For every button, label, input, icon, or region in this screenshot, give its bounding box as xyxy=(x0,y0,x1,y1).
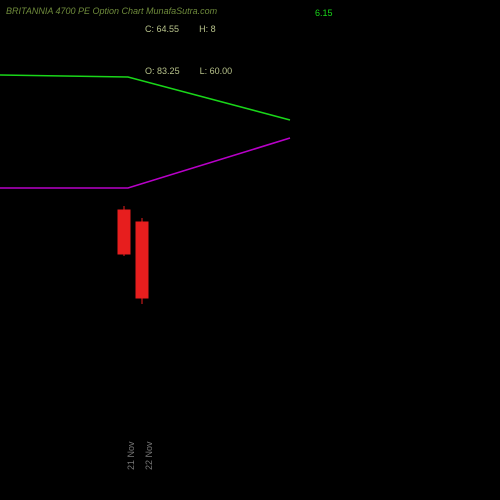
upper-band-line xyxy=(0,75,290,120)
x-axis-label: 21 Nov xyxy=(126,441,136,470)
candles-group xyxy=(118,206,148,304)
chart-root: { "title": { "text": "BRITANNIA 4700 PE … xyxy=(0,0,500,500)
lower-band-line xyxy=(0,138,290,188)
upper-band-polyline xyxy=(0,75,290,120)
chart-svg xyxy=(0,0,500,500)
candle-body xyxy=(118,210,130,254)
lower-band-polyline xyxy=(0,138,290,188)
x-axis-label: 22 Nov xyxy=(144,441,154,470)
candle-body xyxy=(136,222,148,298)
